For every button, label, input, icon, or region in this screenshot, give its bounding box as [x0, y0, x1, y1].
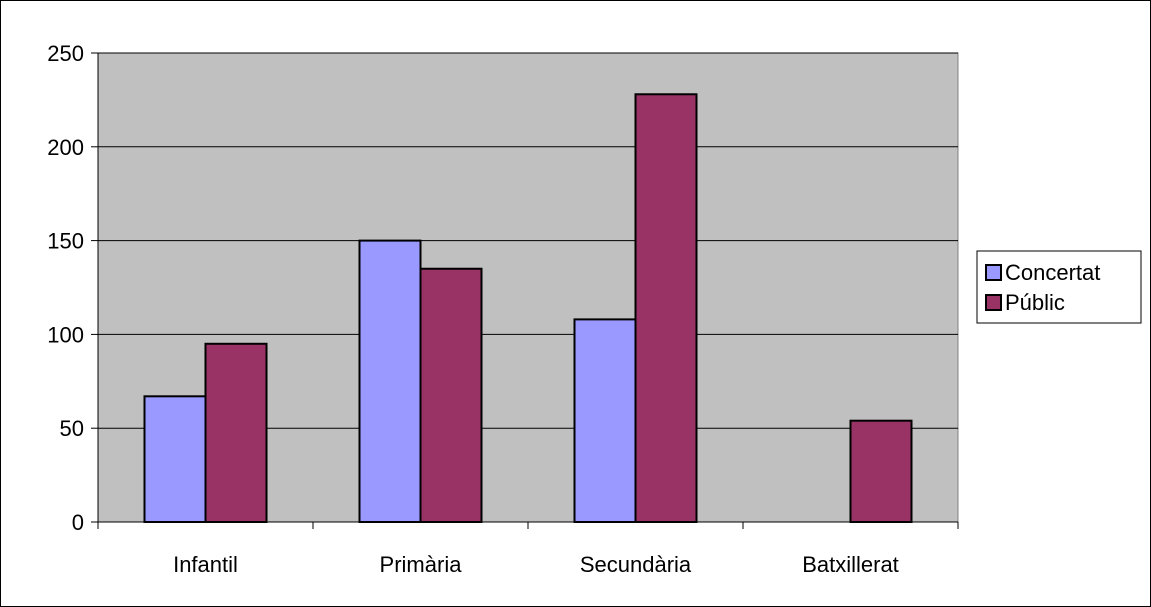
legend: Concertat Públic — [976, 250, 1142, 324]
y-tick-label: 50 — [60, 416, 84, 441]
y-tick-label: 150 — [47, 229, 84, 254]
legend-swatch — [985, 294, 1002, 311]
bar-concertat-secund-ria — [573, 318, 637, 523]
legend-label: Públic — [1005, 290, 1065, 315]
bar-p-blic-prim-ria — [419, 267, 483, 523]
y-tick-label: 0 — [72, 510, 84, 535]
x-tick-label: Primària — [380, 552, 463, 577]
bar-p-blic-secund-ria — [634, 93, 698, 523]
bar-p-blic-batxillerat — [849, 419, 913, 524]
legend-label: Concertat — [1005, 260, 1100, 285]
bars — [143, 93, 913, 524]
y-tick-label: 100 — [47, 322, 84, 347]
bar-concertat-prim-ria — [358, 239, 422, 523]
axes: 0 50 100 150 200 250 Infantil Primària Secundàri… — [47, 41, 959, 577]
x-tick-label: Batxillerat — [802, 552, 899, 577]
legend-box — [976, 250, 1142, 324]
y-tick-label: 250 — [47, 41, 84, 66]
bar-p-blic-infantil — [204, 342, 268, 523]
x-tick-label: Secundària — [580, 552, 692, 577]
y-tick-label: 200 — [47, 135, 84, 160]
x-tick-label: Infantil — [173, 552, 238, 577]
bar-concertat-infantil — [143, 395, 207, 524]
legend-swatch — [985, 264, 1002, 281]
